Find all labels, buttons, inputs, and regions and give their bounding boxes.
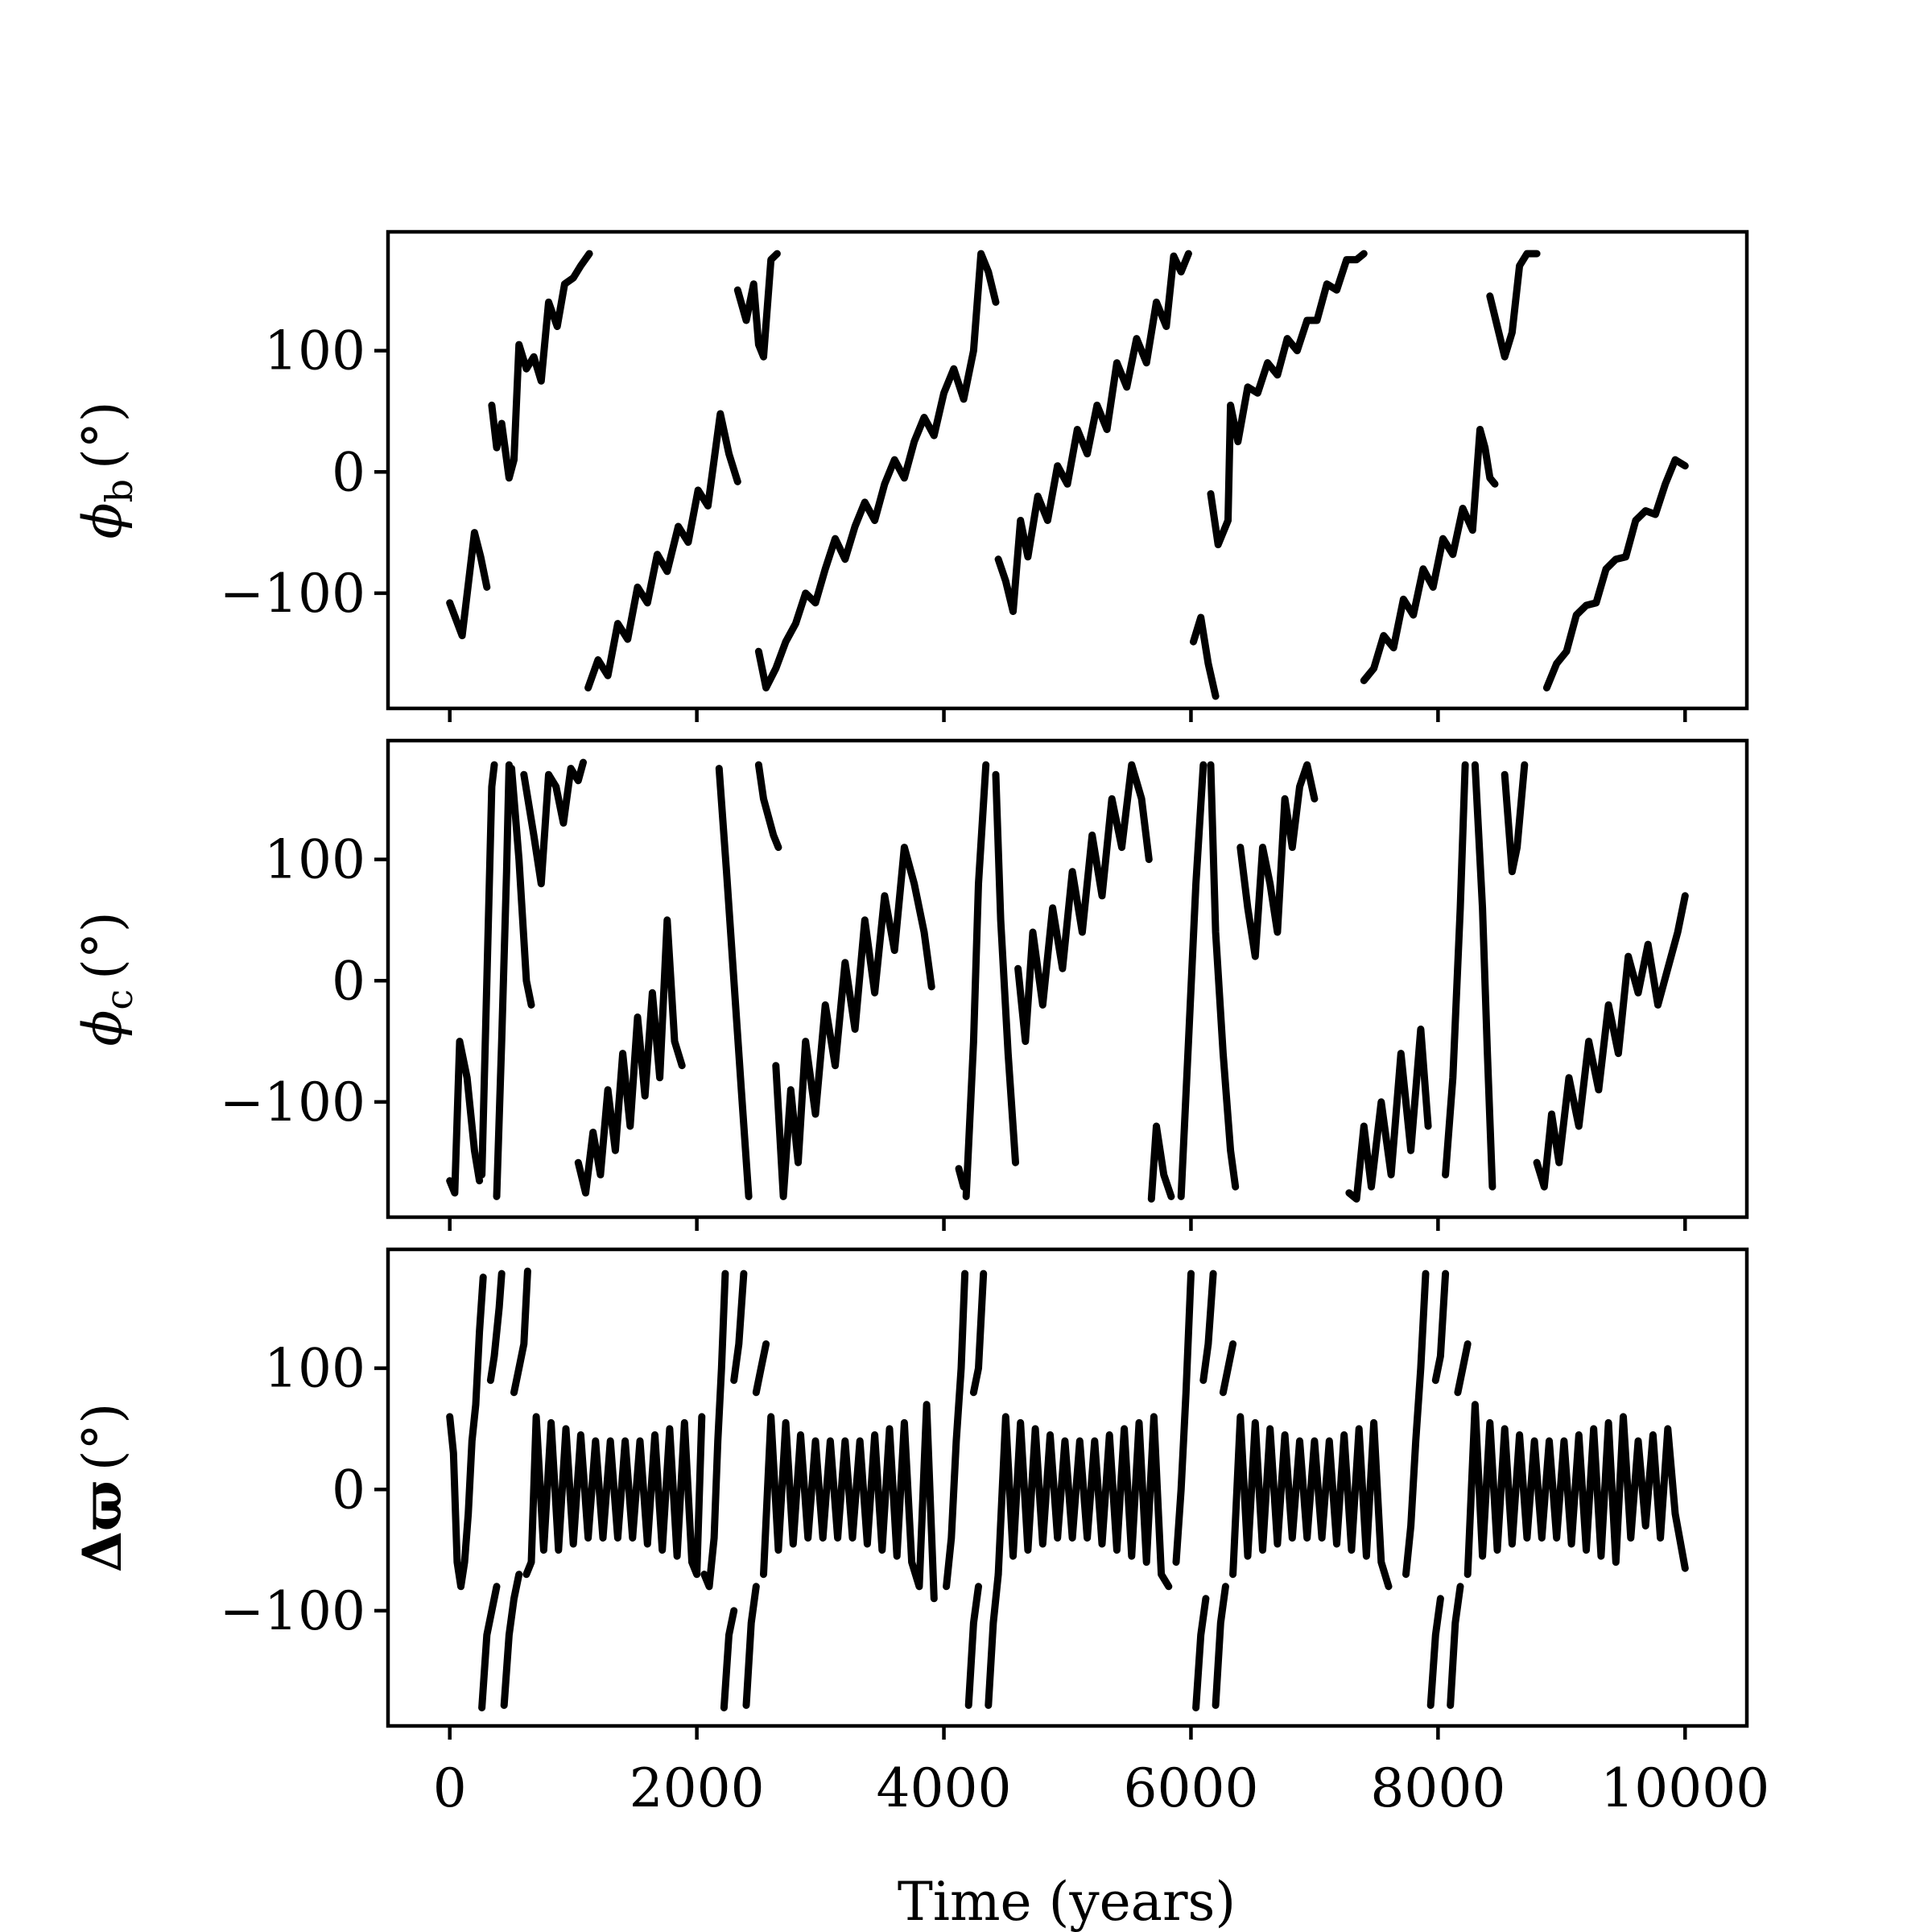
trace-segment-0-12 — [1014, 761, 1153, 1046]
trace-segment-0-10 — [962, 761, 990, 1200]
trace-segment-0-20 — [1212, 1583, 1229, 1709]
trace-segment-0-3 — [508, 765, 535, 1009]
trace-segment-0-20 — [1501, 761, 1529, 876]
trace-segment-0-11 — [760, 1401, 938, 1603]
y-axis-label-unit: (°) — [72, 1403, 134, 1472]
y-axis-label: ϕc (°) — [72, 911, 141, 1046]
trace-segment-0-17 — [1172, 1269, 1195, 1567]
trace-segment-0-13 — [964, 1583, 982, 1709]
trace-segment-0-27 — [1454, 1340, 1472, 1397]
trace-segment-0-8 — [730, 1269, 748, 1385]
trace-segment-0-4 — [520, 758, 587, 888]
trace-segment-0-9 — [955, 1165, 968, 1191]
trace-segment-0-19 — [1471, 761, 1496, 1191]
trace-segment-0-12 — [943, 1269, 969, 1591]
trace-segment-0-16 — [1236, 761, 1319, 960]
trace-segment-0-0 — [446, 1274, 487, 1591]
trace-segment-0-10 — [1542, 456, 1689, 691]
phi-c-panel: −100 0 100 ϕc (°) — [72, 738, 1749, 1231]
plot-frame — [386, 229, 1749, 711]
trace-segment-0-13 — [1147, 1122, 1175, 1203]
trace-segment-0-15 — [985, 1571, 1002, 1709]
y-axis-label-subscript: b — [97, 479, 141, 502]
trace-segment-0-2 — [486, 1269, 506, 1385]
trace-segment-0-1 — [478, 1583, 501, 1711]
trace-segment-0-7 — [754, 761, 782, 852]
y-tick-label: 100 — [264, 320, 365, 382]
x-axis-label: Time (years) — [898, 1871, 1236, 1932]
trace-segment-0-21 — [1219, 1340, 1237, 1397]
y-tick-label: 100 — [264, 829, 365, 891]
x-tick-label: 10000 — [1600, 1757, 1769, 1819]
y-tick-label: −100 — [220, 1580, 365, 1642]
x-tick-label: 8000 — [1370, 1757, 1505, 1819]
y-tick-label: 0 — [332, 441, 365, 503]
trace-segment-0-1 — [488, 250, 593, 482]
y-axis-label-symbol: ϕ — [72, 502, 134, 539]
x-tick-label: 6000 — [1123, 1757, 1258, 1819]
x-tick-label: 0 — [433, 1757, 467, 1819]
trace-segment-0-9 — [1486, 250, 1541, 361]
trace-segment-0-16 — [994, 1413, 1173, 1591]
trace-segment-0-7 — [720, 1607, 738, 1711]
y-tick-label: −100 — [220, 563, 365, 625]
trace-segment-0-26 — [1447, 1583, 1464, 1709]
x-tick-label: 2000 — [630, 1757, 765, 1819]
y-tick-label: 0 — [332, 1459, 365, 1521]
y-tick-label: 0 — [332, 950, 365, 1012]
trace-segment-0-14 — [1177, 761, 1208, 1200]
trace-segment-0-6 — [700, 1269, 729, 1591]
trace-segment-0-1 — [478, 761, 498, 1179]
trace-segment-0-9 — [742, 1583, 760, 1709]
trace-segment-0-19 — [1199, 1269, 1217, 1385]
y-tick-label: −100 — [220, 1071, 365, 1133]
trace-segment-0-0 — [446, 1038, 484, 1197]
x-tick-label: 4000 — [877, 1757, 1012, 1819]
plot-frame — [386, 1247, 1749, 1728]
trace-segment-0-8 — [1360, 426, 1499, 684]
y-axis-label-unit: (°) — [72, 402, 134, 470]
trace-segment-0-5 — [574, 916, 686, 1197]
y-axis-label: Δϖ (°) — [71, 1403, 134, 1573]
phi-b-panel: −100 0 100 ϕb (°) — [72, 229, 1749, 722]
y-axis-label-symbol: Δϖ — [71, 1480, 134, 1572]
trace-segment-0-3 — [500, 1571, 523, 1709]
trace-segment-0-5 — [994, 250, 1192, 615]
trace-segment-0-24 — [1426, 1595, 1444, 1709]
trace-segment-0-28 — [1463, 1401, 1689, 1579]
trace-segment-0-2 — [493, 761, 513, 1200]
trace-segment-0-6 — [715, 765, 753, 1200]
trace-segment-0-2 — [584, 410, 741, 691]
trace-segment-0-6 — [1190, 613, 1220, 700]
trace-segment-0-18 — [1442, 761, 1469, 1179]
trace-segment-0-17 — [1345, 1026, 1432, 1203]
plot-frame — [386, 738, 1749, 1220]
y-tick-label: 100 — [264, 1338, 365, 1400]
trace-segment-0-23 — [1402, 1269, 1430, 1579]
trace-segment-0-0 — [446, 529, 491, 640]
trace-segment-0-11 — [992, 770, 1019, 1166]
trace-segment-0-14 — [969, 1269, 988, 1397]
trace-segment-0-10 — [752, 1340, 770, 1397]
trace-segment-0-18 — [1192, 1595, 1210, 1711]
trace-segment-0-4 — [754, 250, 1000, 691]
trace-segment-0-8 — [772, 844, 935, 1200]
trace-segment-0-3 — [733, 250, 781, 361]
trace-segment-0-21 — [1533, 892, 1689, 1191]
trace-segment-0-5 — [522, 1413, 706, 1579]
y-axis-label: ϕb (°) — [72, 402, 141, 539]
trace-segment-0-15 — [1207, 761, 1240, 1191]
trace-segment-0-25 — [1431, 1269, 1450, 1385]
y-axis-label-unit: (°) — [72, 911, 134, 980]
y-axis-label-symbol: ϕ — [72, 1010, 134, 1046]
trace-segment-0-4 — [510, 1267, 531, 1397]
y-axis-label-subscript: c — [97, 989, 141, 1010]
trace-segment-0-22 — [1229, 1413, 1393, 1591]
trace-segment-0-7 — [1207, 250, 1368, 549]
